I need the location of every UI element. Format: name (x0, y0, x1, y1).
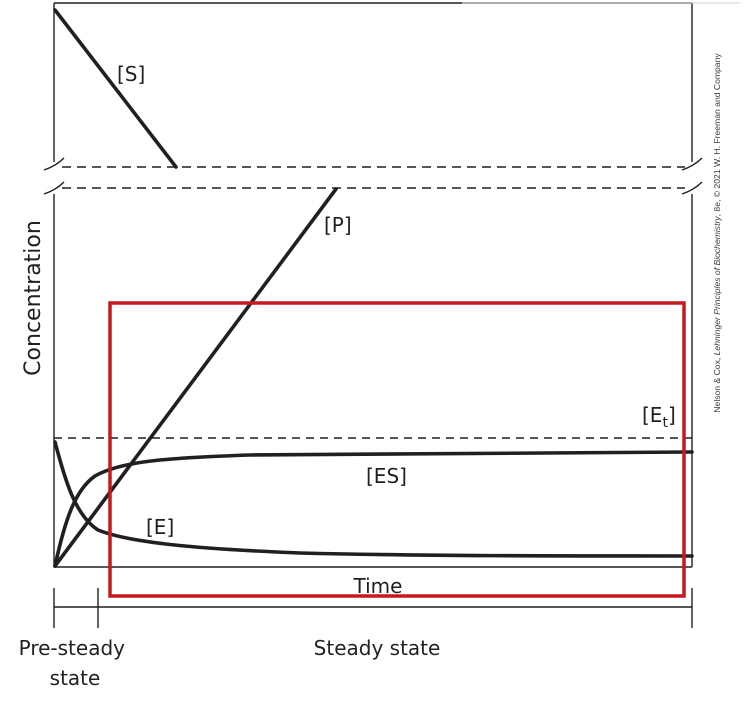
break-dashed-lines (62, 166, 685, 189)
total-enzyme-label-close: ] (668, 403, 676, 427)
total-enzyme-label: [Et] (642, 403, 676, 431)
y-axis-label: Concentration (21, 220, 46, 376)
product-label: [P] (324, 213, 352, 237)
substrate-label: [S] (117, 62, 145, 86)
total-enzyme-label-base: [E (642, 403, 662, 427)
credit-title: Lehninger Principles of Biochemistry (712, 216, 722, 356)
free-enzyme-label: [E] (146, 515, 174, 539)
es-complex-curve (53, 450, 694, 568)
credit-prefix: Nelson & Cox, (712, 355, 722, 412)
steady-state-label: Steady state (314, 636, 441, 660)
substrate-curve (53, 8, 178, 169)
axis-break-marks (43, 157, 703, 195)
curves (53, 8, 694, 568)
x-axis-label: Time (353, 574, 403, 598)
copyright-credit: Nelson & Cox, Lehninger Principles of Bi… (712, 53, 722, 413)
right-break-mark-upper (681, 157, 703, 171)
steady-state-highlight-box (108, 301, 686, 598)
left-break-mark-upper (43, 157, 65, 171)
pre-steady-line2: state (50, 666, 101, 690)
phase-bracket (53, 588, 693, 628)
pre-steady-state-label: Pre-steady state (19, 636, 132, 690)
credit-suffix: , 8e, © 2021 W. H. Freeman and Company (712, 53, 722, 217)
plot-frame (53, 2, 740, 568)
left-break-mark-lower (43, 181, 65, 195)
total-enzyme-label-sub: t (662, 415, 668, 431)
right-break-mark-lower (681, 181, 703, 195)
es-complex-label: [ES] (366, 464, 407, 488)
free-enzyme-curve (53, 440, 694, 558)
product-curve (53, 187, 338, 568)
pre-steady-line1: Pre-steady (19, 636, 126, 660)
